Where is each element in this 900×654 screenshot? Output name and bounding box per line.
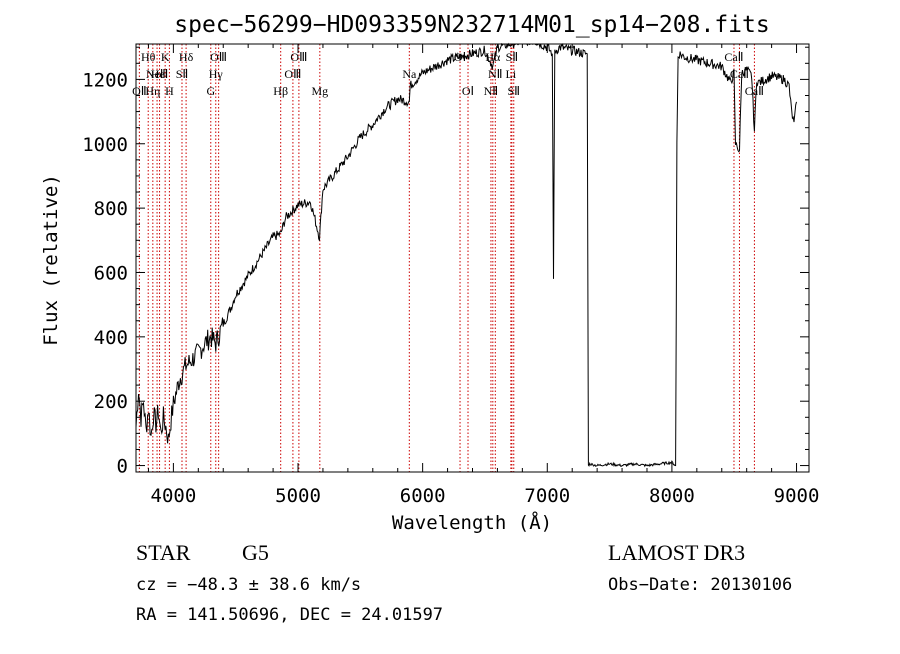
spectral-line-label-11: G	[206, 84, 215, 98]
y-tick-label-600: 600	[94, 262, 128, 284]
y-tick-label-800: 800	[94, 198, 128, 220]
spectrum-series	[135, 42, 797, 468]
y-tick-label-0: 0	[117, 456, 128, 478]
spectral-line-label-3: Hη	[145, 84, 160, 98]
x-axis-ticks: 4000 5000 6000 7000 8000 9000	[147, 44, 820, 507]
spectral-line-label-8: Hδ	[179, 50, 194, 64]
y-tick-label-200: 200	[94, 391, 128, 413]
y-tick-label-1000: 1000	[82, 134, 128, 156]
spectral-line-markers	[138, 44, 755, 472]
spectral-line-label-19: NⅡ	[484, 84, 499, 98]
chart-title: spec−56299−HD093359N232714M01_sp14−208.f…	[174, 12, 769, 38]
spectral-line-label-22: Li	[506, 67, 517, 81]
spectral-line-label-6: HeⅠ	[151, 67, 169, 81]
spectral-line-label-2: Hθ	[141, 50, 156, 64]
spectral-line-label-7: SⅡ	[176, 67, 189, 81]
survey-name: LAMOST DR3	[608, 540, 745, 565]
x-tick-label-5000: 5000	[275, 485, 321, 507]
x-tick-label-6000: 6000	[400, 485, 446, 507]
spectral-line-label-12: Hβ	[273, 84, 288, 98]
spectral-line-label-4: K	[161, 50, 170, 64]
x-tick-label-7000: 7000	[524, 485, 570, 507]
x-axis-label: Wavelength (Å)	[392, 511, 552, 534]
spectral-line-label-14: OⅢ	[290, 50, 307, 64]
spectral-line-label-27: CaⅡ	[745, 84, 764, 98]
spectral-line-label-9: OⅢ	[210, 50, 227, 64]
x-tick-label-8000: 8000	[649, 485, 695, 507]
ra-dec-coordinates: RA = 141.50696, DEC = 24.01597	[136, 605, 443, 625]
spectral-line-label-23: SⅡ	[506, 50, 519, 64]
plot-frame	[135, 43, 810, 473]
spectral-line-label-21: NⅡ	[488, 67, 503, 81]
redshift-cz: cz = −48.3 ± 38.6 km/s	[136, 575, 361, 595]
spectral-line-label-13: OⅢ	[284, 67, 301, 81]
y-axis-label: Flux (relative)	[40, 174, 62, 346]
series-line-flux	[135, 42, 797, 468]
spectral-subclass: G5	[242, 540, 269, 565]
spectral-line-label-1: NeⅢ	[146, 67, 168, 81]
spectral-line-label-18: OⅠ	[462, 84, 474, 98]
y-axis-ticks: 0 200 400 600 800 1000 1200	[82, 46, 809, 478]
x-tick-label-9000: 9000	[774, 485, 820, 507]
spectral-line-label-15: Mg	[311, 84, 328, 98]
spectral-line-label-25: CaⅡ	[724, 50, 743, 64]
obs-date: Obs−Date: 20130106	[608, 575, 792, 595]
spectral-line-label-16: Na	[402, 67, 417, 81]
x-tick-label-4000: 4000	[151, 485, 197, 507]
spectral-line-label-20: Hα	[485, 50, 501, 64]
y-tick-label-1200: 1200	[82, 69, 128, 91]
spectral-line-label-24: SⅡ	[507, 84, 520, 98]
object-type: STAR	[136, 540, 191, 565]
y-tick-label-400: 400	[94, 327, 128, 349]
spectral-line-label-5: H	[165, 84, 174, 98]
spectral-line-label-10: Hγ	[209, 67, 224, 81]
